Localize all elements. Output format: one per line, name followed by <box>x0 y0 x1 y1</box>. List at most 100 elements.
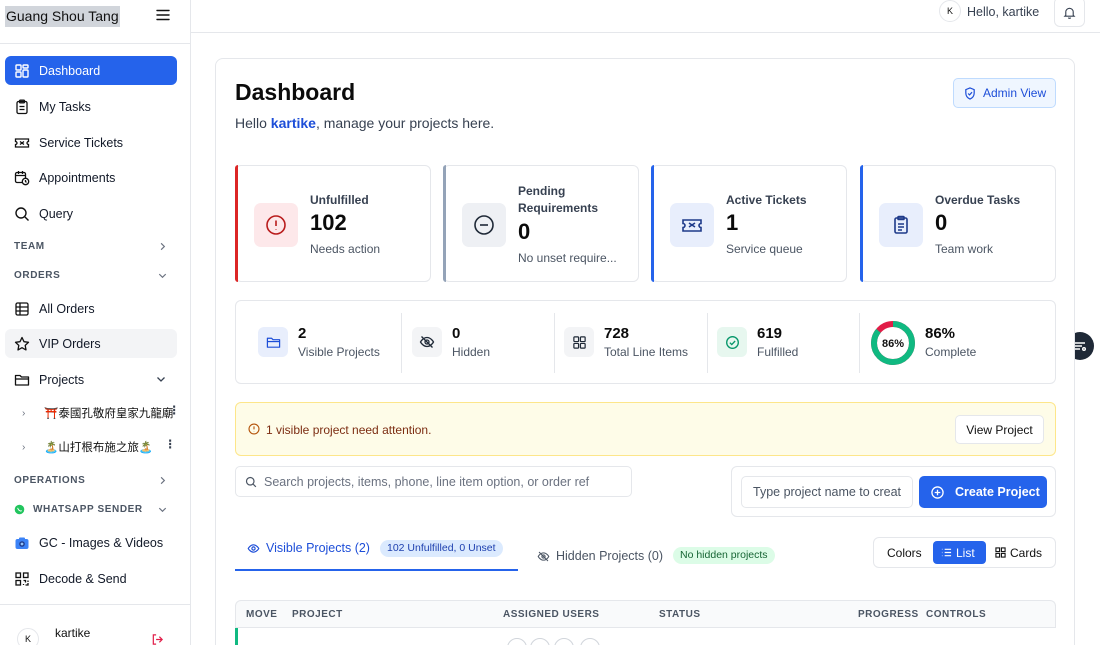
tab-hidden-projects[interactable]: Hidden Projects (0) No hidden projects <box>537 547 775 564</box>
summary-label: Hidden <box>452 345 491 359</box>
sidebar-item-label: Appointments <box>39 170 116 185</box>
chevron-right-icon <box>160 476 166 485</box>
table-icon <box>14 301 30 317</box>
greet-suffix: , manage your projects here. <box>315 115 495 131</box>
sidebar-item-label: VIP Orders <box>39 336 101 351</box>
avatar <box>507 638 527 645</box>
sidebar-item-my-tasks[interactable]: My Tasks <box>5 92 177 121</box>
colors-toggle[interactable]: Colors <box>887 545 922 560</box>
avatar-initial: K <box>946 6 953 16</box>
search-icon <box>14 206 30 222</box>
cards-toggle[interactable]: Cards <box>995 541 1042 564</box>
stat-note: Team work <box>935 242 994 256</box>
folder-icon <box>258 327 288 357</box>
section-whatsapp-sender[interactable]: WHATSAPP SENDER <box>14 504 174 515</box>
sidebar-item-label: My Tasks <box>39 99 91 114</box>
sidebar-item-dashboard[interactable]: Dashboard <box>5 56 177 85</box>
accent-bar <box>860 165 863 282</box>
divider <box>707 313 708 373</box>
divider <box>401 313 402 373</box>
stat-card-active-tickets[interactable]: Active Tickets 1 Service queue <box>651 165 847 282</box>
stat-card-overdue-tasks[interactable]: Overdue Tasks 0 Team work <box>860 165 1056 282</box>
user-avatar[interactable]: K <box>17 628 39 645</box>
sidebar-item-projects[interactable]: Projects <box>5 365 177 394</box>
sidebar-item-label: Dashboard <box>39 63 101 78</box>
projects-table-header: MOVE PROJECT ASSIGNED USERS STATUS PROGR… <box>235 600 1056 628</box>
qr-code-icon <box>14 571 30 587</box>
sidebar-item-label: Decode & Send <box>39 571 127 586</box>
stat-card-unfulfilled[interactable]: Unfulfilled 102 Needs action <box>235 165 431 282</box>
accent-bar <box>443 165 446 282</box>
tab-visible-projects[interactable]: Visible Projects (2) 102 Unfulfilled, 0 … <box>235 540 518 571</box>
avatar-initial: K <box>24 634 31 644</box>
search-icon <box>245 476 257 488</box>
summary-value: 728 <box>604 325 630 342</box>
folder-icon <box>14 372 30 388</box>
chevron-down-icon <box>158 273 167 279</box>
column-header: MOVE <box>246 609 278 620</box>
stat-card-pending-requirements[interactable]: Pending Requirements 0 No unset require.… <box>443 165 639 282</box>
alert-circle-icon <box>254 203 298 247</box>
sidebar-item-label: Service Tickets <box>39 135 124 150</box>
notifications-button[interactable] <box>1054 0 1085 27</box>
stat-note: No unset require... <box>518 251 617 265</box>
section-operations[interactable]: OPERATIONS <box>14 475 174 486</box>
project-item[interactable]: › 🏝️山打根布施之旅🏝️ ⋮ <box>22 439 182 455</box>
search-input[interactable]: Search projects, items, phone, line item… <box>235 466 632 497</box>
avatar <box>580 638 600 645</box>
project-item[interactable]: › ⛩️泰國孔敬府皇家九龍廟 ⋮ <box>22 405 182 421</box>
check-circle-icon <box>717 327 747 357</box>
table-row[interactable] <box>235 627 1056 645</box>
sidebar-item-all-orders[interactable]: All Orders <box>5 294 177 323</box>
shield-icon <box>965 86 975 100</box>
stat-note: Service queue <box>726 242 803 256</box>
list-filter-icon <box>1075 342 1086 351</box>
project-name-input[interactable]: Type project name to creat <box>741 476 913 508</box>
section-team[interactable]: TEAM <box>14 241 174 252</box>
section-label: OPERATIONS <box>14 475 86 486</box>
sidebar-item-vip-orders[interactable]: VIP Orders <box>5 329 177 358</box>
section-orders[interactable]: ORDERS <box>14 270 174 281</box>
view-project-button[interactable]: View Project <box>955 415 1044 444</box>
sidebar-item-appointments[interactable]: Appointments <box>5 163 177 192</box>
chevron-right-icon: › <box>22 441 26 453</box>
stat-label: Pending Requirements <box>518 184 599 215</box>
summary-label: Visible Projects <box>298 345 380 359</box>
sidebar-item-gc-images-videos[interactable]: GC - Images & Videos <box>5 528 177 557</box>
status-badge: No hidden projects <box>673 547 775 564</box>
main-panel <box>215 58 1075 645</box>
summary-value: 619 <box>757 325 783 342</box>
eye-off-icon <box>412 327 442 357</box>
progress-ring: 86% <box>871 321 915 365</box>
sidebar-item-decode-send[interactable]: Decode & Send <box>5 564 177 593</box>
sidebar-item-label: GC - Images & Videos <box>39 535 164 550</box>
greet-name: kartike <box>270 115 316 131</box>
chevron-right-icon: › <box>22 407 26 419</box>
plus-circle-icon <box>931 485 944 499</box>
more-icon[interactable]: ⋮ <box>168 405 181 417</box>
admin-view-button[interactable]: Admin View <box>953 78 1056 108</box>
greet-prefix: Hello <box>235 115 271 131</box>
stat-label: Unfulfilled <box>310 193 369 207</box>
summary-label: Complete <box>925 345 977 359</box>
sidebar-item-service-tickets[interactable]: Service Tickets <box>5 128 177 157</box>
grid-icon <box>14 63 30 79</box>
menu-icon[interactable] <box>156 9 172 23</box>
clipboard-icon <box>14 99 30 115</box>
divider <box>0 604 191 605</box>
create-project-button[interactable]: Create Project <box>919 476 1047 508</box>
stat-value: 1 <box>726 210 739 235</box>
search-placeholder: Search projects, items, phone, line item… <box>264 475 590 489</box>
app-name[interactable]: Guang Shou Tang <box>5 6 120 27</box>
more-icon[interactable]: ⋮ <box>164 439 177 451</box>
project-name: ⛩️泰國孔敬府皇家九龍廟 <box>44 408 174 420</box>
ticket-icon <box>14 135 30 151</box>
sidebar-item-query[interactable]: Query <box>5 199 177 228</box>
header-avatar[interactable]: K <box>939 0 961 22</box>
minus-circle-icon <box>462 203 506 247</box>
divider <box>0 43 191 44</box>
list-toggle[interactable]: List <box>933 541 986 564</box>
user-name: kartike <box>55 626 91 640</box>
logout-icon[interactable] <box>151 633 164 645</box>
avatar <box>530 638 550 645</box>
